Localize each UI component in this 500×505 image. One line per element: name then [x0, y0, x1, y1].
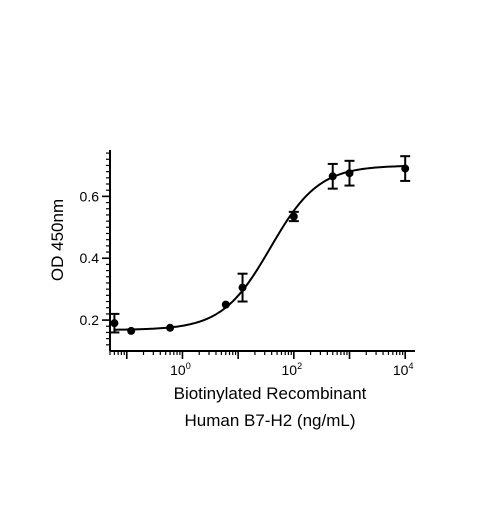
data-points-layer — [109, 155, 411, 335]
data-point — [289, 212, 298, 221]
x-tick-label: 102 — [282, 361, 303, 378]
fit-curve — [114, 165, 406, 331]
y-axis-label: OD 450nm — [48, 199, 67, 281]
data-point — [166, 323, 175, 332]
fit-curve-layer — [114, 165, 406, 331]
y-tick-label: 0.2 — [80, 312, 100, 328]
data-point — [238, 283, 247, 292]
data-point — [401, 164, 410, 173]
y-tick-label: 0.6 — [80, 188, 100, 204]
data-point — [221, 300, 230, 309]
data-point — [110, 319, 119, 328]
axes: 0.2 0.4 0.6 100 102 104 — [80, 150, 415, 378]
x-axis-label-line-1: Biotinylated Recombinant — [174, 384, 367, 403]
y-tick-label: 0.4 — [80, 250, 100, 266]
x-tick-label: 104 — [393, 361, 414, 378]
x-tick-label: 100 — [170, 361, 191, 378]
data-point — [345, 169, 354, 178]
x-axis-label-line-2: Human B7-H2 (ng/mL) — [184, 411, 355, 430]
data-point — [127, 326, 136, 335]
data-point — [328, 172, 337, 181]
